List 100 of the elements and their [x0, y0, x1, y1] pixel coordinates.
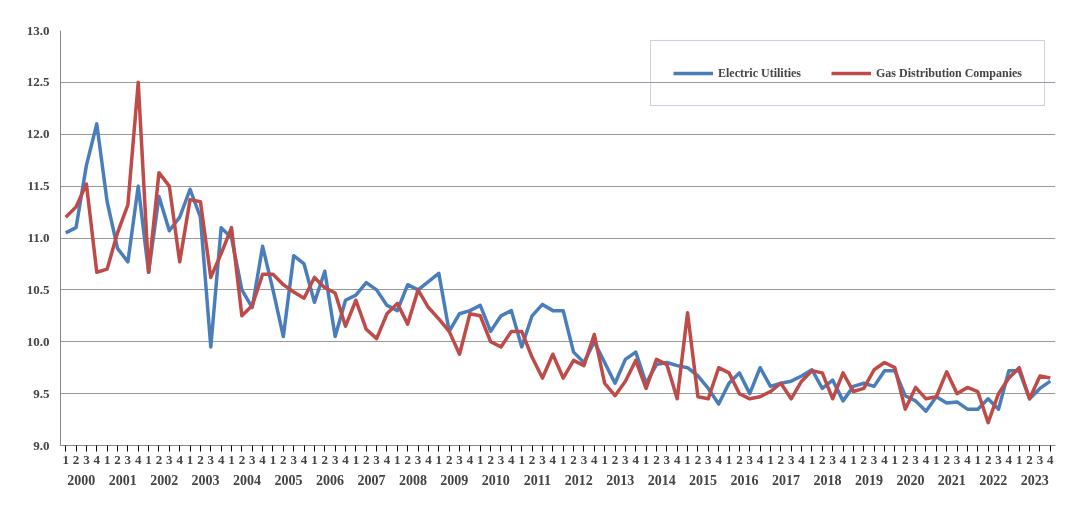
x-tick-label: 4 [964, 451, 972, 467]
x-tick-label: 3 [829, 451, 837, 467]
x-tick-label: 1 [1015, 451, 1023, 467]
text: 2003 [191, 472, 220, 488]
x-tick-label: 3 [248, 451, 256, 467]
x-tick-label: 3 [414, 451, 422, 467]
x-tick-label: 2 [653, 451, 660, 467]
x-tick-label: 1 [62, 451, 69, 467]
text: 2021 [937, 472, 966, 488]
text: 2000 [67, 472, 96, 488]
x-tick-label: 4 [922, 451, 930, 467]
text: 2019 [854, 472, 883, 488]
text: 2017 [772, 472, 801, 488]
x-tick-label: 2 [487, 451, 494, 467]
y-tick-label: 10.5 [26, 281, 50, 297]
y-tick-label: 9.0 [33, 437, 50, 453]
text: 2007 [357, 472, 386, 488]
x-tick-label: 3 [331, 451, 339, 467]
x-tick-label: 3 [83, 451, 91, 467]
x-tick-label: 4 [176, 451, 184, 467]
x-tick-label: 2 [114, 451, 121, 467]
text: 2020 [896, 472, 925, 488]
x-tick-label: 3 [497, 451, 505, 467]
x-tick-label: 2 [570, 451, 577, 467]
line-series [63, 80, 1053, 425]
x-tick-label: 4 [591, 451, 599, 467]
x-tick-label: 3 [290, 451, 298, 467]
x-tick-label: 4 [839, 451, 847, 467]
x-tick-label: 3 [539, 451, 547, 467]
x-tick-label: 1 [684, 451, 691, 467]
x-tick-label: 4 [134, 451, 142, 467]
x-tick-label: 4 [466, 451, 474, 467]
y-tick-label: 12.5 [26, 74, 50, 90]
x-tick-label: 3 [787, 451, 795, 467]
x-tick-label: 3 [1036, 451, 1044, 467]
x-tick-label: 2 [72, 451, 80, 467]
x-tick-label: 1 [477, 451, 484, 467]
x-tick-label: 2 [238, 451, 246, 467]
x-tick-label: 2 [611, 451, 619, 467]
text: 2012 [564, 472, 593, 488]
y-tick-label: 11.0 [27, 230, 50, 245]
x-tick-label: 1 [974, 451, 982, 467]
x-tick-label: 1 [518, 451, 525, 467]
x-tick-label: 4 [425, 451, 433, 467]
y-tick-label: 11.5 [27, 178, 50, 194]
x-tick-label: 1 [435, 451, 443, 467]
x-tick-label: 1 [850, 451, 857, 467]
legend-label: Electric Utilities [718, 65, 801, 81]
x-tick-label: 4 [383, 451, 391, 467]
text: 2023 [1020, 472, 1049, 488]
y-tick-label: 12.0 [26, 126, 50, 142]
x-tick-label: 2 [860, 451, 868, 467]
x-tick-label: 1 [228, 451, 235, 467]
x-tick-label: 4 [217, 451, 225, 467]
x-tick-label: 1 [352, 451, 360, 467]
text: 2001 [108, 472, 137, 488]
x-tick-label: 4 [549, 451, 557, 467]
x-tick-label: 4 [1005, 451, 1013, 467]
legend-label: Gas Distribution Companies [875, 65, 1022, 81]
x-tick-label: 4 [508, 451, 516, 467]
y-tick-label: 9.5 [33, 385, 50, 401]
text: 2010 [481, 472, 510, 488]
x-tick-label: 2 [404, 451, 411, 467]
text: 2006 [315, 472, 344, 488]
text: 2008 [398, 472, 427, 488]
x-tick-label: 3 [580, 451, 588, 467]
x-tick-label: 4 [673, 451, 681, 467]
x-tick-label: 1 [933, 451, 940, 467]
x-tick-label: 2 [363, 451, 370, 467]
x-tick-label: 1 [145, 451, 152, 467]
x-tick-label: 1 [725, 451, 733, 467]
x-tick-label: 1 [394, 451, 401, 467]
x-tick-label: 1 [808, 451, 816, 467]
x-tick-label: 3 [124, 451, 132, 467]
text: 2018 [813, 472, 842, 488]
x-tick-label: 3 [746, 451, 754, 467]
x-tick-label: 3 [166, 451, 174, 467]
x-tick-label: 1 [601, 451, 608, 467]
y-tick-label: 10.0 [26, 333, 50, 349]
text: 2022 [979, 472, 1008, 488]
text: 2005 [274, 472, 303, 488]
x-tick-label: 2 [445, 451, 453, 467]
x-tick-label: 2 [528, 451, 536, 467]
x-tick-label: 1 [642, 451, 650, 467]
text: 2002 [150, 472, 179, 488]
x-tick-label: 1 [767, 451, 774, 467]
x-tick-label: 2 [943, 451, 950, 467]
x-tick-label: 2 [694, 451, 702, 467]
x-tick-label: 1 [186, 451, 194, 467]
x-tick-label: 2 [321, 451, 329, 467]
y-tick-label: 13.0 [26, 22, 50, 38]
x-tick-label: 3 [373, 451, 381, 467]
text: 2011 [523, 472, 551, 488]
x-tick-label: 1 [269, 451, 277, 467]
text: 2004 [233, 472, 262, 488]
x-tick-label: 3 [663, 451, 671, 467]
x-tick-label: 4 [300, 451, 308, 467]
x-tick-label: 2 [197, 451, 204, 467]
x-tick-label: 4 [93, 451, 101, 467]
x-tick-label: 2 [1026, 451, 1033, 467]
